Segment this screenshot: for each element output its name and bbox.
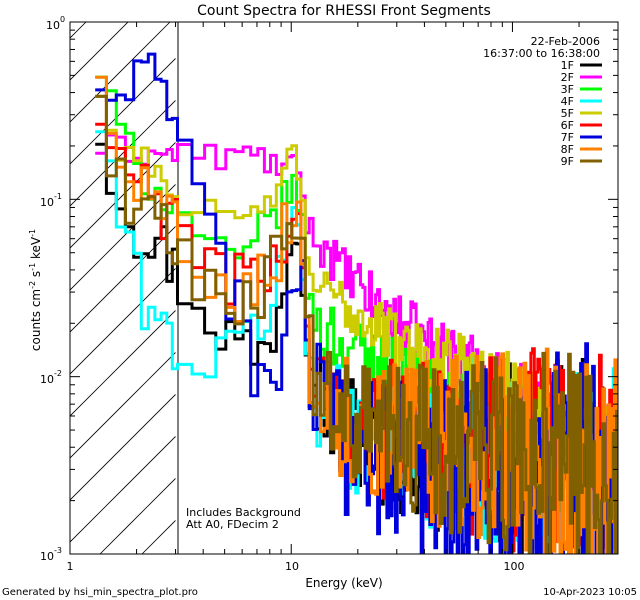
y-tick-label-1e-2: 10 -2: [40, 369, 62, 386]
y-tick-label-1e-1: 10 -1: [40, 192, 62, 209]
svg-text:-3: -3: [54, 546, 62, 555]
legend-label-8f: 8F: [561, 143, 574, 156]
hatch-line: [70, 183, 176, 291]
y-tick-label-1e-3: 10 -3: [40, 546, 62, 563]
hatch-line: [70, 435, 176, 543]
hatch-line: [70, 225, 176, 333]
annotation-attenuator: Att A0, FDecim 2: [186, 518, 279, 531]
annotation-background: Includes Background: [186, 506, 301, 519]
hatch-line: [70, 22, 171, 123]
series-line-7f: [95, 52, 618, 554]
y-tick-label-1e0: 10 0: [46, 15, 65, 32]
axis-ticks: [69, 21, 619, 555]
hatch-line: [0, 22, 44, 554]
hatch-line: [0, 22, 2, 554]
plot-frame: [69, 21, 619, 555]
svg-text:0: 0: [60, 15, 65, 24]
footer-generated-by: Generated by hsi_min_spectra_plot.pro: [2, 587, 198, 598]
legend-date: 22-Feb-2006: [531, 35, 600, 48]
x-axis-label: Energy (keV): [305, 576, 382, 590]
legend-label-4f: 4F: [561, 95, 574, 108]
hatch-line: [70, 57, 176, 165]
svg-text:10: 10: [40, 196, 54, 209]
y-axis-label: counts cm-2 s-1 keV-1: [28, 229, 43, 351]
x-tick-label-10: 10: [285, 560, 299, 573]
legend-label-7f: 7F: [561, 131, 574, 144]
hatch-line: [70, 267, 176, 375]
legend-label-6f: 6F: [561, 119, 574, 132]
legend-label-2f: 2F: [561, 71, 574, 84]
legend-label-1f: 1F: [561, 59, 574, 72]
svg-text:10: 10: [40, 550, 54, 563]
legend-time-range: 16:37:00 to 16:38:00: [483, 47, 600, 60]
legend-label-5f: 5F: [561, 107, 574, 120]
svg-text:10: 10: [46, 19, 60, 32]
svg-text:-1: -1: [54, 192, 62, 201]
series-layer: [95, 52, 618, 554]
svg-text:10: 10: [40, 373, 54, 386]
chart-title: Count Spectra for RHESSI Front Segments: [197, 3, 491, 19]
svg-text:-2: -2: [54, 369, 62, 378]
x-tick-label-1: 1: [67, 560, 74, 573]
x-tick-label-100: 100: [504, 560, 525, 573]
hatch-line: [70, 22, 87, 39]
legend-label-3f: 3F: [561, 83, 574, 96]
footer-timestamp: 10-Apr-2023 10:05: [543, 587, 637, 598]
series-line-9f: [95, 94, 618, 554]
legend-label-9f: 9F: [561, 155, 574, 168]
hatch-line: [70, 393, 176, 501]
